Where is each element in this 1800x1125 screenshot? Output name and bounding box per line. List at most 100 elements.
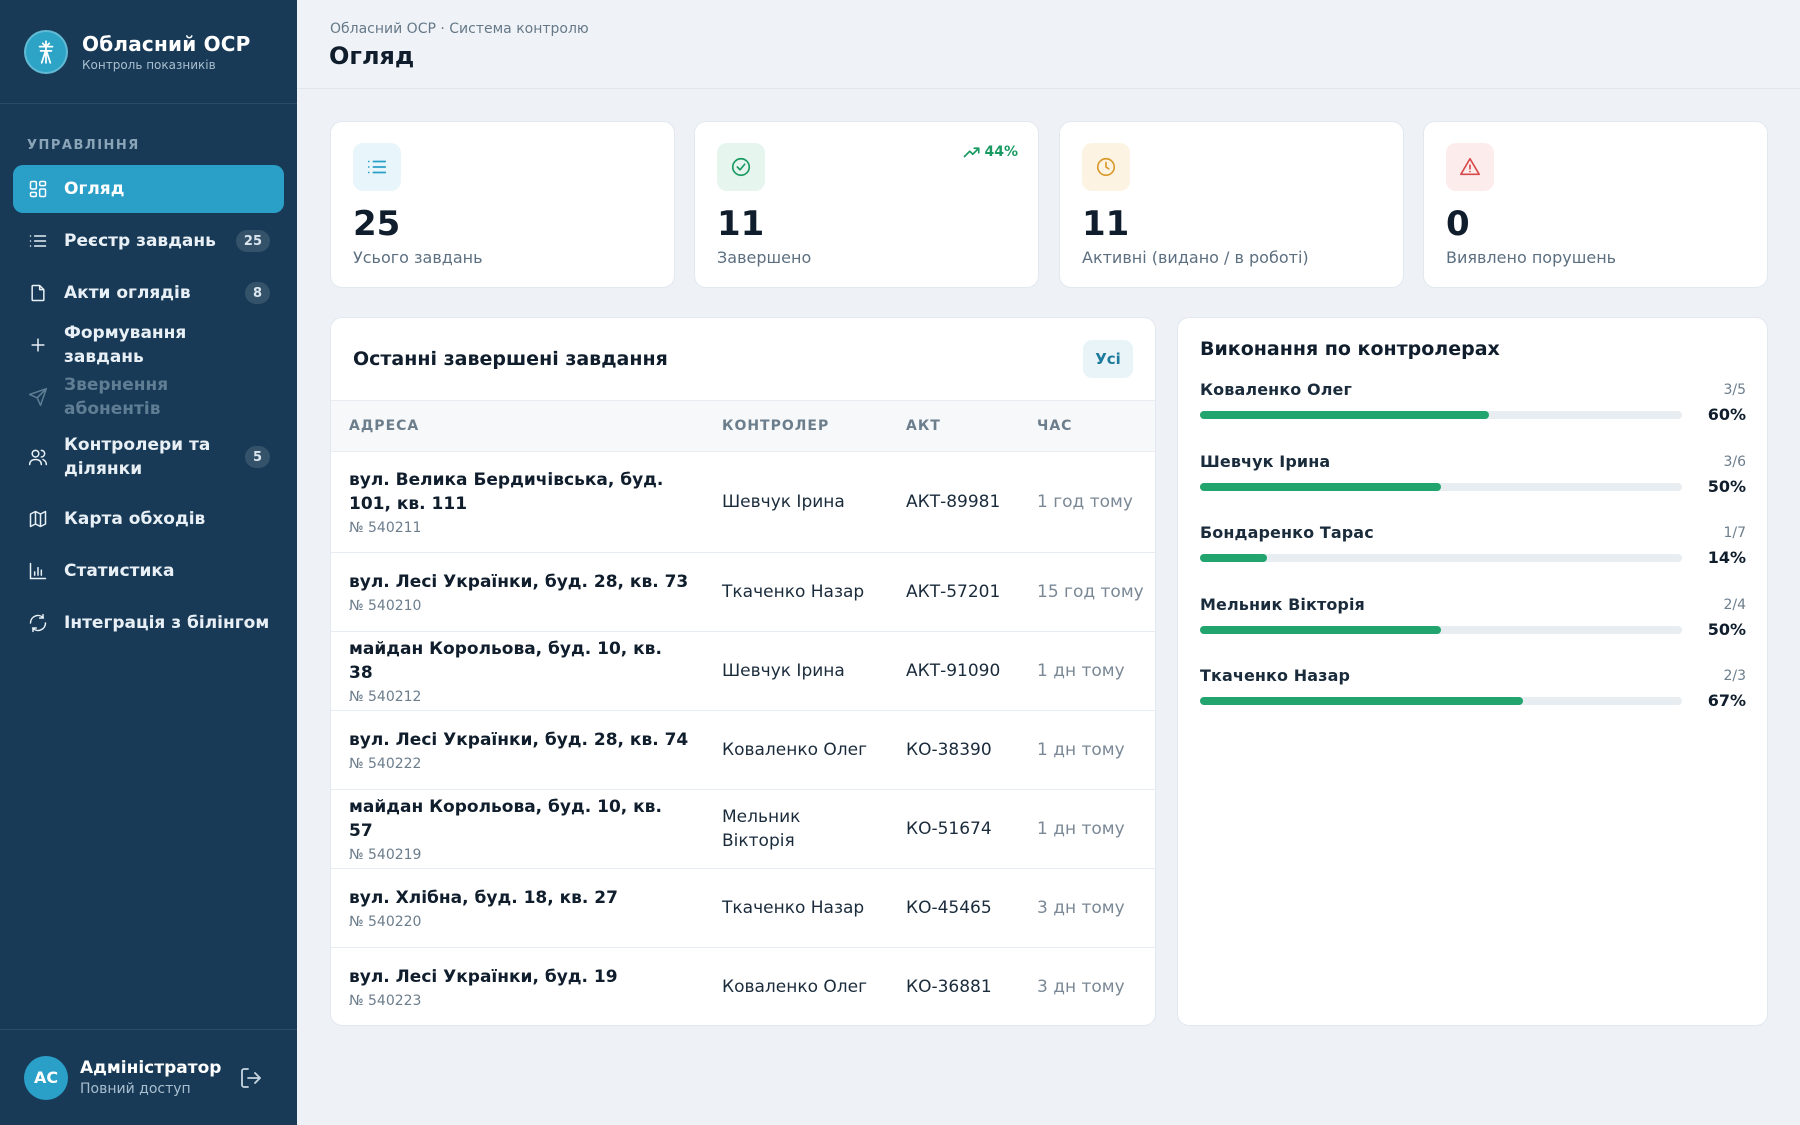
sidebar-item-label: Реєстр завдань	[64, 231, 216, 251]
column-header-time: ЧАС	[1037, 418, 1073, 434]
stat-card-active: 11 Активні (видано / в роботі)	[1059, 121, 1404, 288]
sidebar: Обласний ОСР Контроль показників УПРАВЛІ…	[0, 0, 297, 1125]
address-cell: майдан Корольова, буд. 10, кв. 57	[349, 797, 662, 841]
act-cell: КО-45465	[906, 898, 992, 918]
sidebar-item-controllers[interactable]: Контролери та ділянки 5	[13, 425, 284, 489]
stat-value: 11	[1082, 204, 1130, 244]
controller-performance-panel: Виконання по контролерах Коваленко Олег …	[1177, 317, 1768, 1026]
count-badge: 5	[244, 446, 270, 468]
act-cell: АКТ-57201	[906, 582, 1001, 602]
table-row[interactable]: вул. Лесі Українки, буд. 28, кв. 73 № 540…	[331, 553, 1155, 632]
progress-bar	[1200, 554, 1682, 562]
progress-percent: 50%	[1707, 477, 1746, 496]
sidebar-item-overview[interactable]: Огляд	[13, 165, 284, 213]
act-cell: АКТ-89981	[906, 492, 1001, 512]
document-icon	[28, 283, 48, 303]
controller-name: Бондаренко Тарас	[1200, 523, 1374, 542]
brand: Обласний ОСР Контроль показників	[0, 0, 297, 104]
controller-cell: Ткаченко Назар	[722, 582, 865, 602]
trend-value: 44%	[984, 144, 1018, 160]
task-count: 2/3	[1723, 668, 1746, 684]
stat-value: 11	[717, 204, 765, 244]
chart-icon	[28, 561, 48, 581]
panel-title: Виконання по контролерах	[1200, 338, 1500, 360]
sidebar-item-inspection-acts[interactable]: Акти оглядів 8	[13, 269, 284, 317]
task-count: 3/5	[1723, 382, 1746, 398]
table-header: АДРЕСА КОНТРОЛЕР АКТ ЧАС	[331, 401, 1155, 452]
time-cell: 1 дн тому	[1037, 819, 1125, 839]
time-cell: 1 год тому	[1037, 492, 1133, 512]
user-name: Адміністратор	[80, 1058, 222, 1078]
logout-icon[interactable]	[239, 1066, 263, 1090]
progress-percent: 67%	[1707, 691, 1746, 710]
time-cell: 15 год тому	[1037, 582, 1144, 602]
time-cell: 3 дн тому	[1037, 977, 1125, 997]
nav-section-label: УПРАВЛІННЯ	[27, 138, 140, 153]
stat-card-violations: 0 Виявлено порушень	[1423, 121, 1768, 288]
task-count: 3/6	[1723, 454, 1746, 470]
avatar: АС	[24, 1055, 68, 1100]
sidebar-item-task-creation[interactable]: Формування завдань	[13, 321, 284, 369]
sidebar-item-label: Формування завдань	[64, 323, 187, 367]
page-title: Огляд	[329, 42, 415, 70]
users-icon	[28, 447, 48, 467]
progress-row: Коваленко Олег 3/5 60%	[1200, 380, 1746, 424]
column-header-address: АДРЕСА	[349, 418, 420, 434]
progress-fill	[1200, 411, 1490, 419]
act-cell: КО-51674	[906, 819, 992, 839]
stat-value: 0	[1446, 204, 1470, 244]
account-number: № 540210	[349, 598, 422, 614]
progress-row: Шевчук Ірина 3/6 50%	[1200, 452, 1746, 496]
table-row[interactable]: вул. Лесі Українки, буд. 28, кв. 74 № 540…	[331, 711, 1155, 790]
table-row[interactable]: вул. Лесі Українки, буд. 19 № 540223 Кова…	[331, 948, 1155, 1025]
controller-cell: Коваленко Олег	[722, 740, 868, 760]
task-count: 1/7	[1723, 525, 1746, 541]
table-row[interactable]: вул. Хлібна, буд. 18, кв. 27 № 540220 Тка…	[331, 869, 1155, 948]
table-row[interactable]: майдан Корольова, буд. 10, кв. 38 № 54021…	[331, 632, 1155, 711]
time-cell: 3 дн тому	[1037, 898, 1125, 918]
controller-cell: Мельник Вікторія	[722, 807, 801, 851]
map-icon	[28, 509, 48, 529]
account-number: № 540220	[349, 914, 422, 930]
sidebar-item-statistics[interactable]: Статистика	[13, 547, 284, 595]
time-cell: 1 дн тому	[1037, 661, 1125, 681]
stat-label: Завершено	[717, 248, 812, 267]
stat-label: Активні (видано / в роботі)	[1082, 248, 1309, 267]
progress-fill	[1200, 483, 1441, 491]
progress-fill	[1200, 626, 1441, 634]
sidebar-item-label: Огляд	[64, 179, 125, 199]
user-role: Повний доступ	[80, 1081, 191, 1097]
progress-bar	[1200, 697, 1682, 705]
check-circle-icon	[717, 143, 765, 191]
sidebar-item-label: Акти оглядів	[64, 283, 191, 303]
logo-icon	[24, 29, 68, 74]
clock-icon	[1082, 143, 1130, 191]
progress-bar	[1200, 411, 1682, 419]
progress-bar	[1200, 626, 1682, 634]
table-row[interactable]: вул. Велика Бердичівська, буд. 101, кв. …	[331, 452, 1155, 553]
brand-title: Обласний ОСР	[82, 31, 251, 56]
sidebar-item-route-map[interactable]: Карта обходів	[13, 495, 284, 543]
column-header-act: АКТ	[906, 418, 941, 434]
sidebar-item-subscriber-requests[interactable]: Звернення абонентів	[13, 373, 284, 421]
address-cell: вул. Лесі Українки, буд. 19	[349, 967, 618, 987]
progress-row: Ткаченко Назар 2/3 67%	[1200, 666, 1746, 710]
controller-name: Шевчук Ірина	[1200, 452, 1331, 471]
sidebar-item-tasks-registry[interactable]: Реєстр завдань 25	[13, 217, 284, 265]
plus-icon	[28, 335, 48, 355]
controller-cell: Шевчук Ірина	[722, 492, 845, 512]
table-row[interactable]: майдан Корольова, буд. 10, кв. 57 № 54021…	[331, 790, 1155, 869]
column-header-controller: КОНТРОЛЕР	[722, 418, 830, 434]
send-icon	[28, 387, 48, 407]
panel-title: Останні завершені завдання	[353, 348, 668, 370]
stat-label: Усього завдань	[353, 248, 483, 267]
count-badge: 8	[244, 282, 270, 304]
sidebar-nav: Огляд Реєстр завдань 25 Акти оглядів 8 Ф…	[13, 165, 284, 651]
sidebar-item-billing-integration[interactable]: Інтеграція з білінгом	[13, 599, 284, 647]
view-all-button[interactable]: Усі	[1083, 340, 1133, 378]
address-cell: майдан Корольова, буд. 10, кв. 38	[349, 639, 662, 683]
dashboard-icon	[28, 179, 48, 199]
brand-subtitle: Контроль показників	[82, 57, 216, 72]
sidebar-item-label: Інтеграція з білінгом	[64, 613, 270, 633]
account-number: № 540212	[349, 689, 422, 705]
